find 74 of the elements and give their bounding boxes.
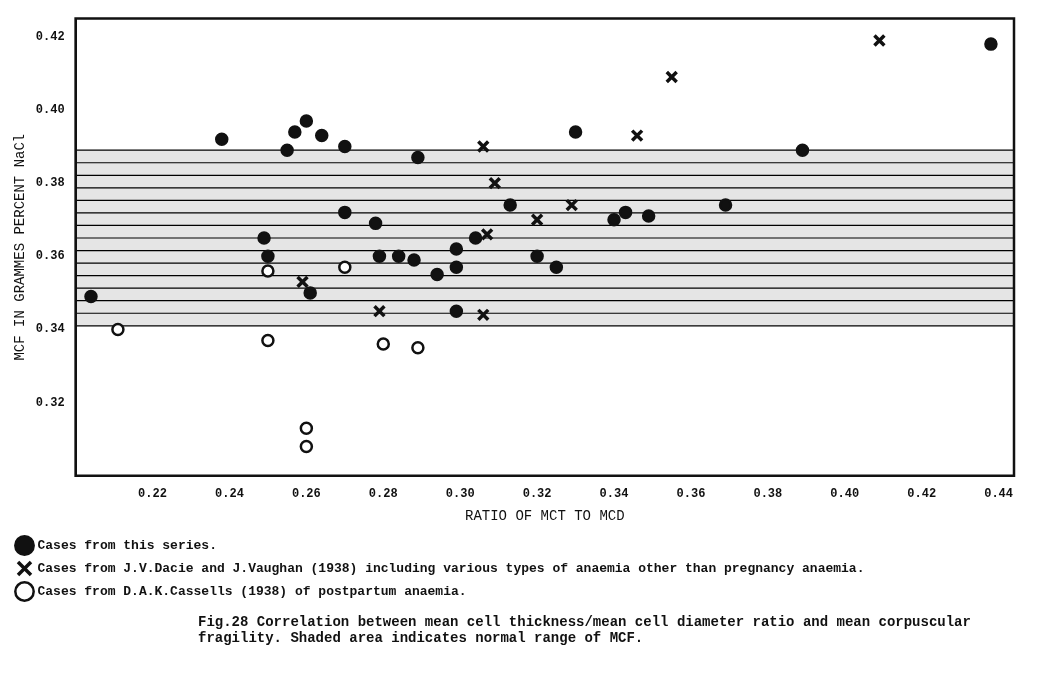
point [299,114,314,128]
point [872,33,887,48]
point [549,260,564,275]
x-tick-label: 0.44 [984,487,1014,502]
point [391,249,406,264]
point [338,139,352,154]
x-tick-label: 0.38 [753,487,783,502]
point [795,143,810,157]
point [503,198,517,212]
caption: Fig.28 Correlation between mean cell thickness/mean cell diameter ratio and mean corpuscular fragility. Shaded area indicates normal range of MCF. [198,614,972,646]
point [618,205,633,220]
point [718,198,733,212]
point [368,216,383,231]
y-tick-label: 0.40 [35,102,65,117]
point [314,128,329,143]
point [303,286,317,300]
x-tick-label: 0.32 [522,487,552,502]
x-tick-label: 0.28 [368,487,398,502]
y-tick-label: 0.38 [35,176,65,191]
y-tick-label: 0.42 [35,29,65,44]
x-axis-title: RATIO OF MCT TO MCD [464,508,625,525]
point [215,132,229,146]
legend-label: Cases from this series. [37,537,217,553]
x-tick-label: 0.30 [445,487,475,502]
point [530,213,544,227]
point [476,139,490,154]
point [488,176,502,190]
point [565,198,579,212]
point [299,421,314,435]
point [984,37,998,51]
x-tick-label: 0.36 [676,487,706,502]
point [530,249,544,264]
y-tick-label: 0.32 [35,395,65,410]
point [641,209,656,223]
point [111,322,125,337]
point [372,249,387,264]
point [295,275,310,289]
point [449,260,464,275]
point [411,150,425,165]
point [299,439,314,454]
point [411,341,425,355]
point [480,227,494,242]
point [476,308,490,322]
x-tick-label: 0.26 [291,487,321,502]
point [288,125,302,139]
x-tick-label: 0.40 [830,487,860,502]
y-tick-label: 0.36 [35,249,65,264]
point [430,267,444,282]
point [449,242,464,256]
x-tick-label: 0.42 [907,487,937,502]
legend-label: Cases from D.A.K.Cassells (1938) of postpartum anaemia. [37,583,467,599]
x-tick-label: 0.22 [138,487,167,502]
point [261,249,275,264]
point [468,231,483,245]
point [607,212,621,227]
point [84,289,98,304]
y-axis-title: MCF IN GRAMMES PERCENT NaCl [12,133,29,361]
point [568,125,583,139]
point [449,304,464,318]
point [630,128,644,143]
point [261,264,275,278]
x-tick-label: 0.24 [215,487,244,502]
point [665,70,679,84]
point [407,253,421,267]
point [280,143,294,157]
legend-label: Cases from J.V.Dacie and J.Vaughan (1938) including various types of anaemia other than pregnancy anaemia. [37,560,865,576]
point [261,333,275,348]
point [338,260,352,275]
x-tick-label: 0.34 [599,487,629,502]
point [338,205,352,220]
point [376,337,391,351]
point [372,304,387,318]
point [257,231,271,245]
y-tick-label: 0.34 [35,322,65,337]
